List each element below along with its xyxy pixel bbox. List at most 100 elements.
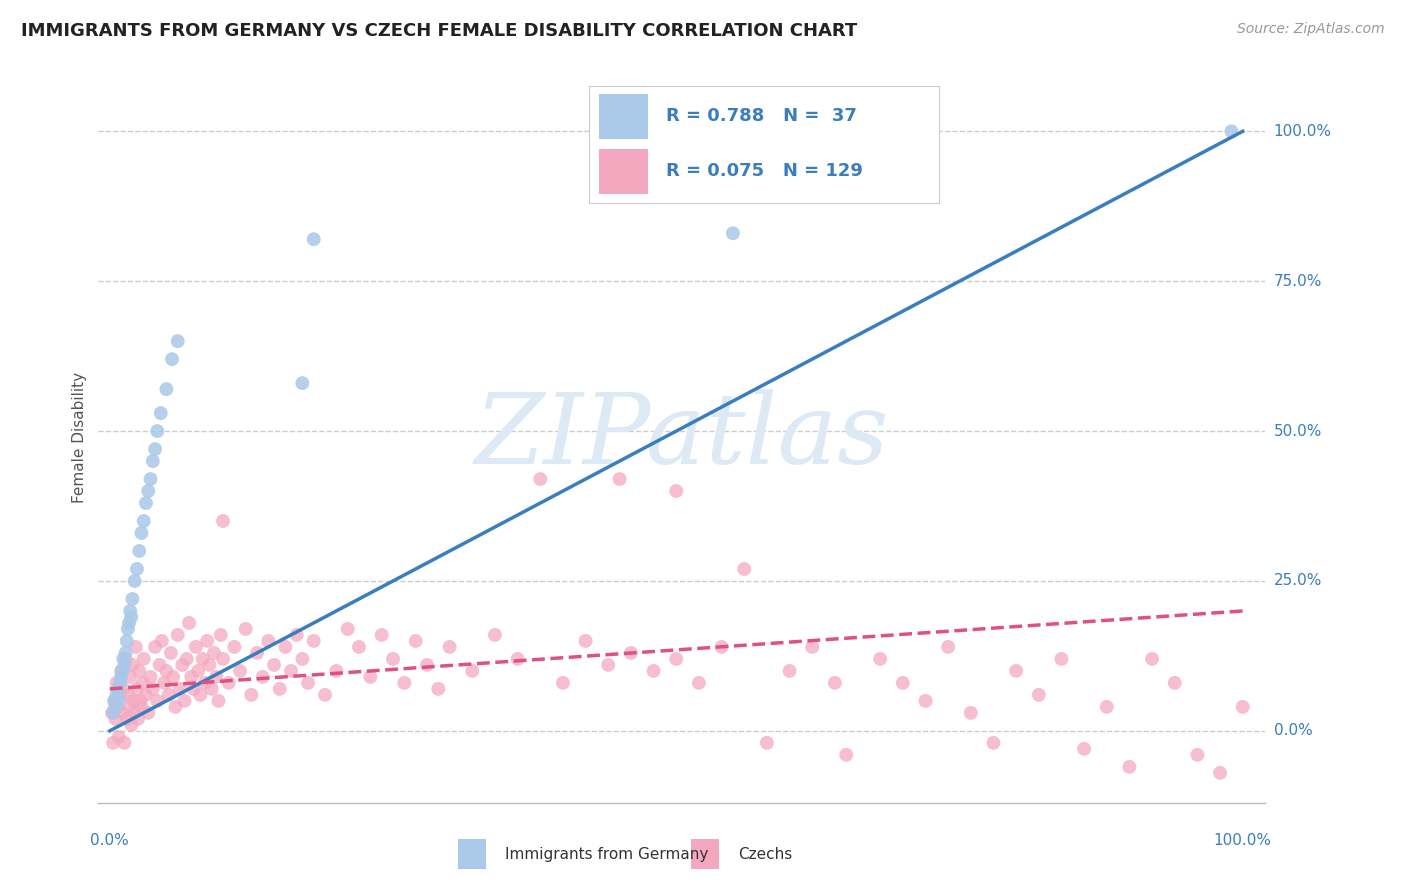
Point	[824, 676, 846, 690]
Point	[801, 640, 824, 654]
Point	[135, 688, 157, 702]
Point	[229, 664, 252, 678]
Point	[291, 652, 314, 666]
Point	[103, 694, 125, 708]
Point	[280, 664, 302, 678]
Point	[169, 681, 191, 696]
Point	[114, 652, 136, 666]
Point	[285, 628, 308, 642]
Text: 75.0%: 75.0%	[1274, 274, 1322, 289]
Point	[162, 670, 184, 684]
Point	[108, 688, 131, 702]
Point	[125, 562, 148, 576]
Point	[160, 352, 183, 367]
Point	[191, 652, 214, 666]
Text: ZIPatlas: ZIPatlas	[475, 390, 889, 484]
Point	[1140, 652, 1163, 666]
Point	[1118, 760, 1140, 774]
Point	[733, 562, 755, 576]
Point	[461, 664, 484, 678]
Point	[207, 694, 229, 708]
Point	[209, 628, 232, 642]
Y-axis label: Female Disability: Female Disability	[72, 371, 87, 503]
Point	[721, 226, 744, 240]
Point	[176, 652, 198, 666]
Point	[149, 657, 172, 672]
Point	[643, 664, 665, 678]
Point	[153, 676, 176, 690]
Point	[131, 676, 153, 690]
Point	[132, 514, 155, 528]
Point	[835, 747, 858, 762]
Point	[1005, 664, 1028, 678]
Point	[405, 634, 427, 648]
Point	[184, 640, 207, 654]
Point	[110, 670, 132, 684]
Point	[131, 699, 153, 714]
Point	[124, 706, 146, 720]
Point	[177, 615, 200, 630]
Point	[114, 736, 136, 750]
Point	[124, 574, 146, 588]
Point	[118, 699, 141, 714]
Point	[891, 676, 914, 690]
Text: 50.0%: 50.0%	[1274, 424, 1322, 439]
Point	[336, 622, 359, 636]
Point	[224, 640, 246, 654]
Point	[125, 681, 148, 696]
Point	[1095, 699, 1118, 714]
Point	[105, 688, 128, 702]
Point	[598, 657, 620, 672]
Point	[160, 646, 183, 660]
Point	[1164, 676, 1187, 690]
Point	[122, 694, 145, 708]
Point	[114, 657, 136, 672]
Point	[183, 681, 205, 696]
Point	[201, 681, 224, 696]
Point	[104, 712, 127, 726]
Point	[529, 472, 551, 486]
Point	[101, 706, 124, 720]
Point	[121, 591, 143, 606]
Point	[439, 640, 461, 654]
Point	[108, 730, 131, 744]
Point	[370, 628, 392, 642]
Point	[205, 670, 228, 684]
Point	[484, 628, 506, 642]
Point	[135, 496, 157, 510]
Point	[115, 712, 138, 726]
Point	[240, 688, 263, 702]
Point	[101, 706, 124, 720]
Point	[382, 652, 405, 666]
Point	[218, 676, 240, 690]
Point	[347, 640, 370, 654]
Point	[274, 640, 297, 654]
Point	[165, 699, 187, 714]
Point	[359, 670, 381, 684]
Point	[142, 681, 165, 696]
Point	[325, 664, 347, 678]
Point	[269, 681, 291, 696]
Point	[180, 670, 202, 684]
Point	[959, 706, 981, 720]
Point	[107, 681, 129, 696]
Point	[128, 664, 150, 678]
Point	[132, 652, 155, 666]
Point	[302, 232, 325, 246]
Point	[111, 664, 134, 678]
Point	[136, 706, 159, 720]
Point	[127, 712, 149, 726]
Point	[107, 699, 129, 714]
Point	[143, 442, 166, 456]
Point	[202, 646, 225, 660]
Point	[257, 634, 280, 648]
Point	[195, 634, 218, 648]
Point	[172, 657, 194, 672]
Point	[105, 676, 128, 690]
Point	[198, 657, 221, 672]
Point	[1073, 742, 1095, 756]
Point	[1232, 699, 1254, 714]
Point	[125, 640, 148, 654]
Point	[1220, 124, 1243, 138]
Point	[114, 646, 136, 660]
